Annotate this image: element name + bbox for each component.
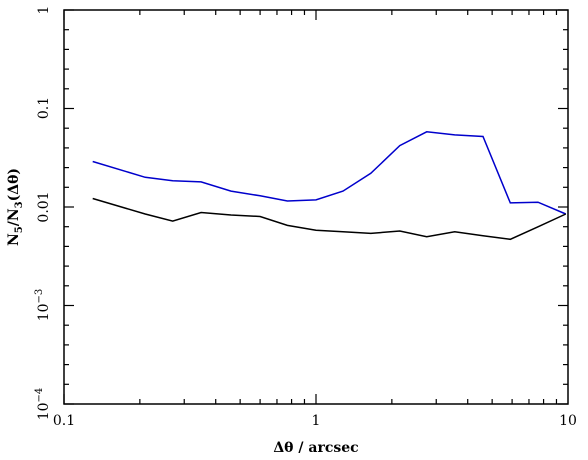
svg-text:10−4: 10−4 [34, 388, 52, 421]
svg-text:0.01: 0.01 [36, 191, 52, 222]
series-line-1 [92, 197, 567, 241]
svg-text:1: 1 [36, 6, 52, 15]
series-line-0 [92, 131, 567, 215]
x-axis-label: Δθ / arcsec [273, 440, 358, 456]
y-tick-label-0.1: 0.1 [36, 97, 52, 119]
y-tick-label-1: 1 [36, 6, 52, 15]
y-tick-label-0.01: 0.01 [36, 191, 52, 222]
y-tick-label-1e-4: 10−4 [34, 388, 52, 421]
svg-text:N5/N3(Δθ): N5/N3(Δθ) [6, 168, 25, 246]
y-tick-label-1e-3: 10−3 [34, 289, 52, 322]
plot-frame [63, 9, 569, 405]
x-tick-label-1: 1 [312, 413, 321, 429]
tick-marks [63, 9, 568, 405]
svg-text:0.1: 0.1 [36, 97, 52, 119]
series-lines [92, 131, 567, 241]
x-tick-label-0.1: 0.1 [53, 413, 75, 429]
svg-text:10−3: 10−3 [34, 289, 52, 322]
y-axis-label: N5/N3(Δθ) [6, 168, 25, 246]
x-tick-label-10: 10 [559, 413, 577, 429]
